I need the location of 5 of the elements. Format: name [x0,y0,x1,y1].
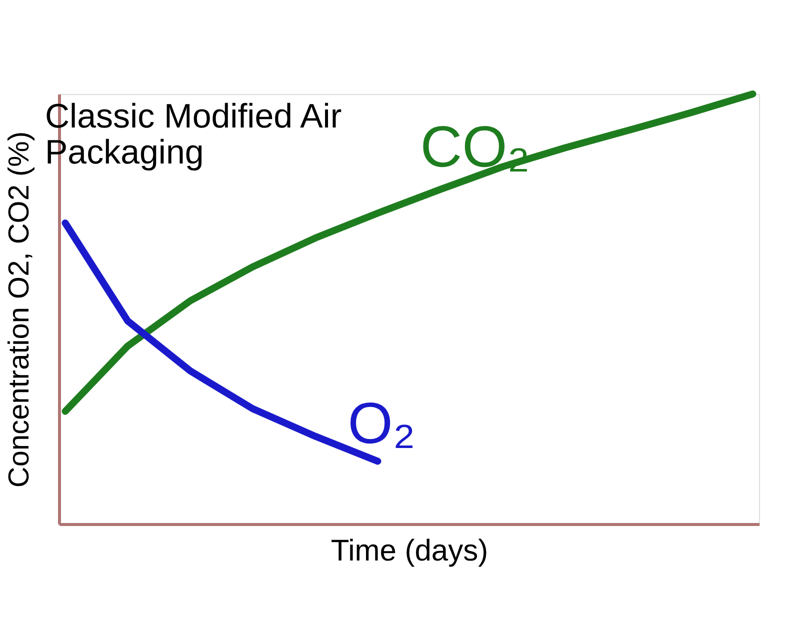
text: Classic Modified Air Packaging [45,98,342,172]
series-label: CO₂ [420,114,530,180]
series-label: O₂ [348,391,416,456]
y-axis-title: Concentration O2, CO2 (%) [4,131,36,488]
x-axis-title: Time (days) [330,534,488,568]
